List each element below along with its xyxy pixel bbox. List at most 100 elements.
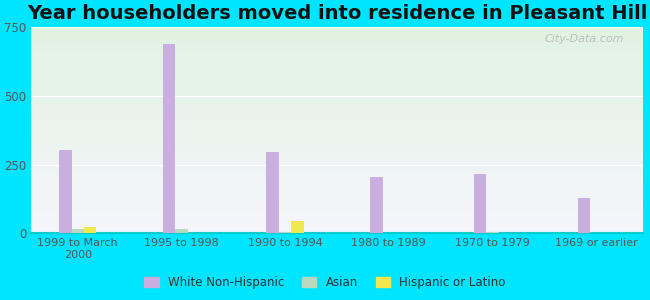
Bar xyxy=(31,126,643,128)
Bar xyxy=(266,152,279,233)
Bar xyxy=(31,62,643,64)
Bar xyxy=(31,145,643,147)
Bar xyxy=(370,177,383,233)
Bar xyxy=(31,116,643,118)
Bar xyxy=(31,130,643,133)
Bar xyxy=(31,209,643,211)
Bar xyxy=(31,135,643,137)
Bar xyxy=(31,188,643,190)
Bar xyxy=(31,215,643,217)
Bar xyxy=(31,159,643,161)
Bar xyxy=(31,128,643,130)
Title: Year householders moved into residence in Pleasant Hill: Year householders moved into residence i… xyxy=(27,4,647,23)
Bar xyxy=(31,141,643,143)
Bar xyxy=(31,75,643,77)
Bar xyxy=(31,98,643,100)
Bar xyxy=(31,50,643,52)
Bar xyxy=(31,227,643,229)
Bar xyxy=(59,150,72,233)
Bar xyxy=(31,89,643,91)
Bar xyxy=(31,225,643,227)
Bar xyxy=(31,106,643,108)
Bar xyxy=(31,34,643,36)
Bar xyxy=(31,147,643,149)
Bar xyxy=(31,139,643,141)
Bar xyxy=(291,221,304,233)
Bar xyxy=(31,176,643,178)
Bar xyxy=(31,211,643,213)
Bar xyxy=(31,143,643,145)
Bar xyxy=(31,153,643,155)
Bar xyxy=(31,174,643,176)
Bar xyxy=(31,85,643,87)
Bar xyxy=(31,32,643,34)
Bar xyxy=(31,118,643,120)
Bar xyxy=(162,44,176,233)
Bar xyxy=(31,114,643,116)
Bar xyxy=(31,231,643,233)
Bar xyxy=(31,64,643,67)
Bar xyxy=(31,221,643,223)
Bar xyxy=(31,155,643,157)
Bar xyxy=(31,108,643,110)
Bar xyxy=(31,102,643,104)
Bar xyxy=(31,93,643,95)
Bar xyxy=(31,190,643,192)
Bar xyxy=(31,71,643,73)
Bar xyxy=(31,28,643,30)
Bar xyxy=(31,192,643,194)
Bar xyxy=(31,172,643,174)
Bar xyxy=(31,136,643,139)
Bar xyxy=(31,198,643,200)
Bar xyxy=(31,100,643,102)
Bar xyxy=(31,79,643,81)
Bar xyxy=(31,149,643,151)
Bar xyxy=(31,44,643,46)
Bar xyxy=(31,91,643,93)
Bar xyxy=(31,180,643,182)
Bar xyxy=(31,112,643,114)
Legend: White Non-Hispanic, Asian, Hispanic or Latino: White Non-Hispanic, Asian, Hispanic or L… xyxy=(140,272,510,294)
Bar xyxy=(31,56,643,58)
Bar xyxy=(31,229,643,231)
Bar xyxy=(31,200,643,202)
Bar xyxy=(31,184,643,186)
Bar xyxy=(31,182,643,184)
Bar xyxy=(31,169,643,172)
Bar xyxy=(31,83,643,85)
Bar xyxy=(31,165,643,167)
Bar xyxy=(31,60,643,62)
Bar xyxy=(31,205,643,207)
Bar xyxy=(31,40,643,42)
Bar xyxy=(31,38,643,40)
Bar xyxy=(474,174,486,233)
Bar xyxy=(31,151,643,153)
Text: City-Data.com: City-Data.com xyxy=(545,34,625,44)
Bar xyxy=(31,120,643,122)
Bar xyxy=(31,133,643,135)
Bar xyxy=(31,73,643,75)
Bar xyxy=(31,30,643,32)
Bar xyxy=(279,232,291,233)
Bar xyxy=(84,226,96,233)
Bar xyxy=(31,202,643,205)
Bar xyxy=(486,232,499,233)
Bar xyxy=(31,122,643,124)
Bar xyxy=(31,157,643,159)
Bar xyxy=(31,69,643,71)
Bar xyxy=(578,198,590,233)
Bar xyxy=(31,110,643,112)
Bar xyxy=(31,194,643,196)
Bar xyxy=(31,178,643,180)
Bar xyxy=(31,213,643,215)
Bar xyxy=(31,196,643,198)
Bar xyxy=(31,58,643,60)
Bar xyxy=(31,95,643,98)
Bar xyxy=(31,164,643,165)
Bar xyxy=(31,77,643,79)
Bar xyxy=(31,219,643,221)
Bar xyxy=(176,229,188,233)
Bar xyxy=(31,36,643,38)
Bar xyxy=(31,161,643,164)
Bar xyxy=(31,87,643,89)
